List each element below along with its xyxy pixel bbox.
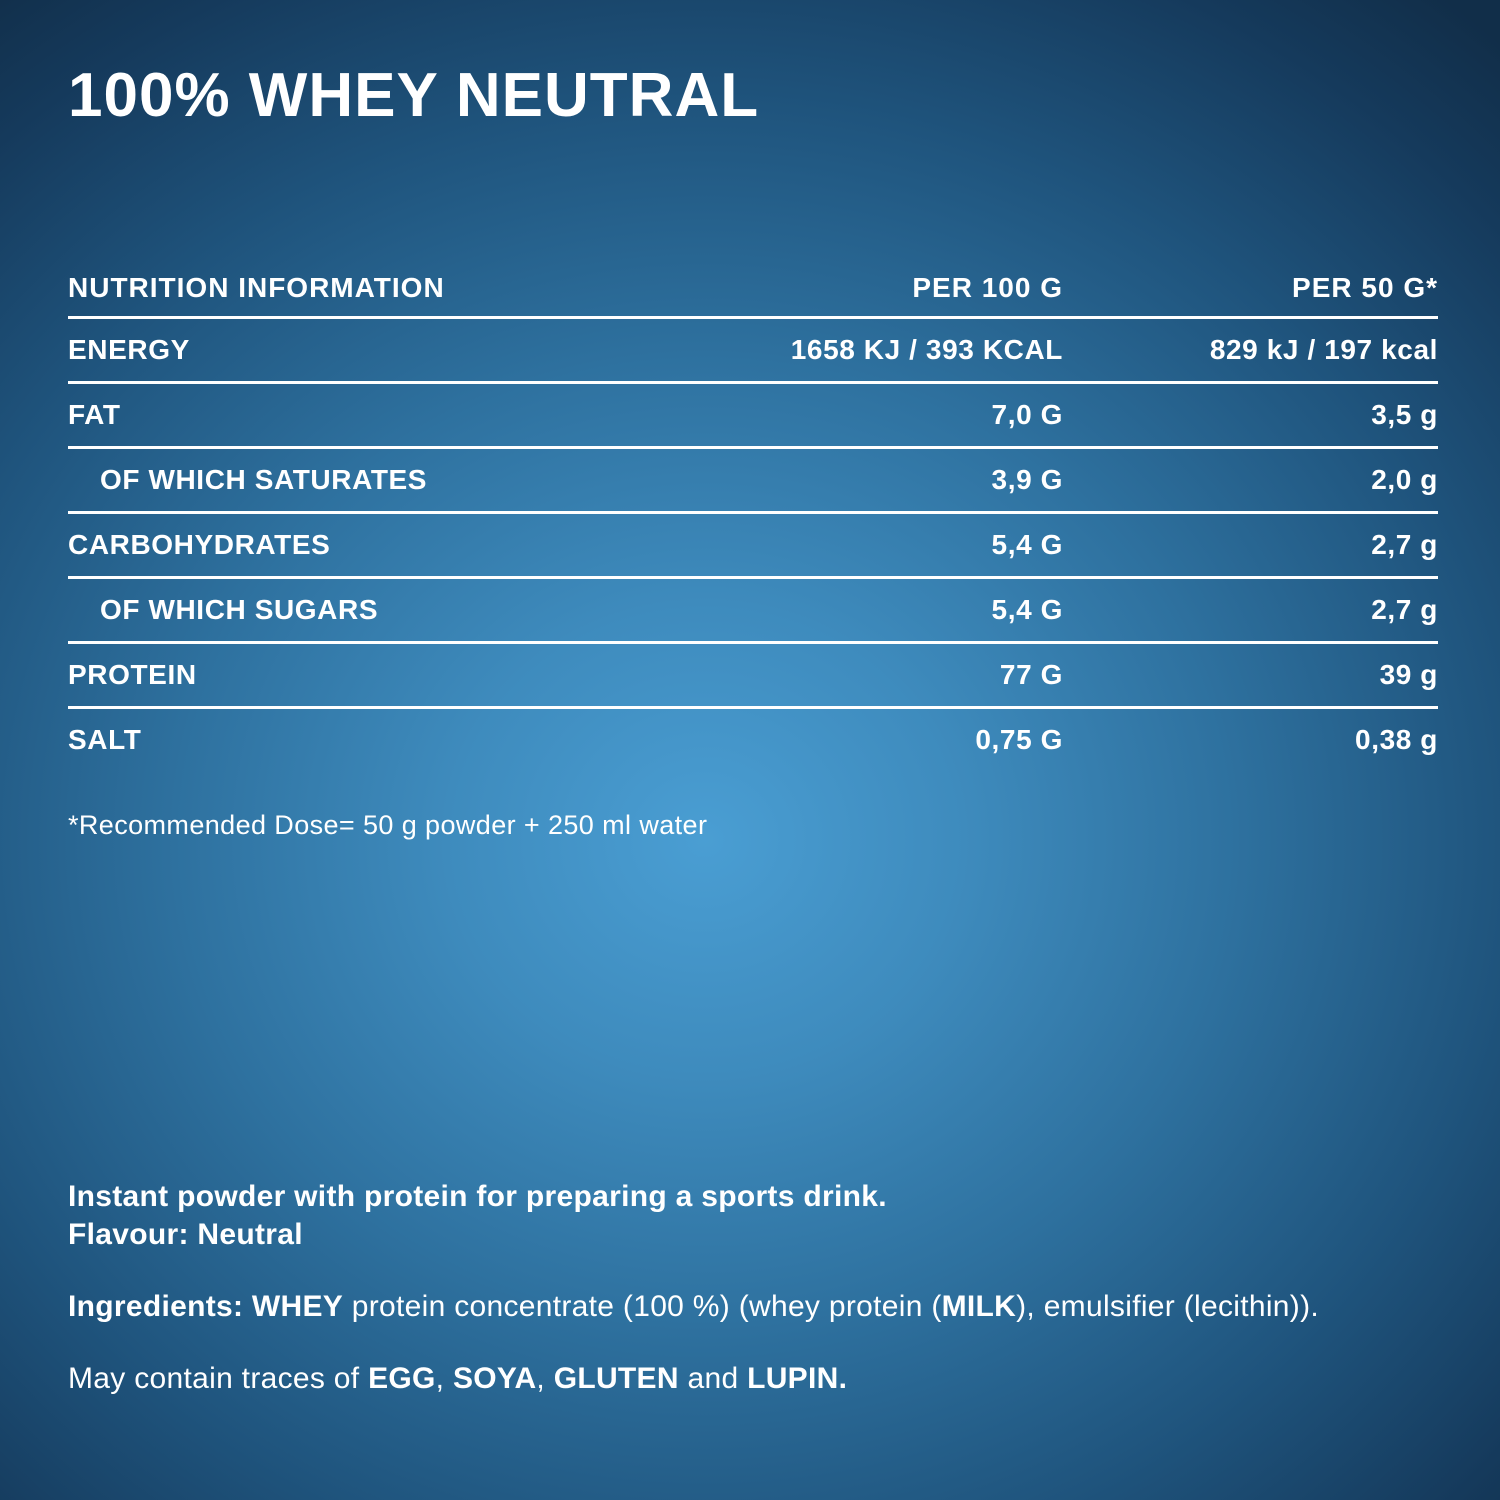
per-50g-value: 2,7 g	[1371, 529, 1438, 560]
per-50g-value: 2,0 g	[1371, 464, 1438, 495]
table-row: CARBOHYDRATES 5,4 G 2,7 g	[68, 514, 1438, 579]
allergen-paragraph: May contain traces of EGG, SOYA, GLUTEN …	[68, 1360, 1443, 1398]
nutrition-table: NUTRITION INFORMATION PER 100 G PER 50 G…	[68, 260, 1438, 771]
dose-footnote: *Recommended Dose= 50 g powder + 250 ml …	[68, 810, 708, 840]
regular-text: and	[678, 1362, 748, 1395]
per-50g-value: 2,7 g	[1371, 594, 1438, 625]
table-row: FAT 7,0 G 3,5 g	[68, 384, 1438, 449]
description-line-2: Flavour: Neutral	[68, 1218, 303, 1251]
nutrition-table-body: ENERGY 1658 KJ / 393 KCAL 829 kJ / 197 kca…	[68, 319, 1438, 771]
per-100g-value: 5,4 G	[991, 594, 1063, 625]
product-description-block: Instant powder with protein for preparin…	[68, 1178, 1443, 1432]
emphasized-text: GLUTEN	[553, 1362, 679, 1395]
header-nutrition-information: NUTRITION INFORMATION	[68, 272, 445, 303]
header-per-50g: PER 50 G*	[1292, 272, 1438, 303]
product-title: 100% WHEY NEUTRAL	[68, 61, 760, 130]
ingredients-paragraph: Ingredients: WHEY protein concentrate (1…	[68, 1288, 1443, 1326]
emphasized-text: Ingredients: WHEY	[68, 1290, 344, 1323]
description-line-1: Instant powder with protein for preparin…	[68, 1180, 887, 1213]
table-row: SALT 0,75 G 0,38 g	[68, 709, 1438, 771]
per-100g-value: 5,4 G	[991, 529, 1063, 560]
nutrient-label: SALT	[68, 724, 142, 755]
nutrient-label: ENERGY	[68, 334, 190, 365]
regular-text: ,	[435, 1362, 453, 1395]
per-50g-value: 3,5 g	[1371, 399, 1438, 430]
header-per-100g: PER 100 G	[912, 272, 1063, 303]
table-row: OF WHICH SUGARS 5,4 G 2,7 g	[68, 579, 1438, 644]
emphasized-text: .	[838, 1362, 848, 1395]
regular-text: May contain traces of	[68, 1362, 369, 1395]
emphasized-text: MILK	[941, 1290, 1017, 1323]
table-row: OF WHICH SATURATES 3,9 G 2,0 g	[68, 449, 1438, 514]
per-50g-value: 39 g	[1379, 659, 1438, 690]
nutrient-label: CARBOHYDRATES	[68, 529, 331, 560]
per-100g-value: 1658 KJ / 393 KCAL	[790, 334, 1063, 365]
per-100g-value: 77 G	[999, 659, 1063, 690]
product-description: Instant powder with protein for preparin…	[68, 1178, 1443, 1254]
nutrition-table-header: NUTRITION INFORMATION PER 100 G PER 50 G…	[68, 260, 1438, 319]
nutrient-label: OF WHICH SATURATES	[100, 464, 428, 495]
regular-text: protein concentrate (100 %) (whey protei…	[343, 1290, 942, 1323]
per-100g-value: 0,75 G	[975, 724, 1063, 755]
per-100g-value: 3,9 G	[991, 464, 1063, 495]
per-100g-value: 7,0 G	[991, 399, 1063, 430]
table-row: ENERGY 1658 KJ / 393 KCAL 829 kJ / 197 kca…	[68, 319, 1438, 384]
table-row: PROTEIN 77 G 39 g	[68, 644, 1438, 709]
per-50g-value: 0,38 g	[1355, 724, 1438, 755]
emphasized-text: LUPIN	[747, 1362, 839, 1395]
nutrient-label: OF WHICH SUGARS	[100, 594, 379, 625]
emphasized-text: EGG	[368, 1362, 436, 1395]
regular-text: ), emulsifier (lecithin)).	[1016, 1290, 1319, 1323]
emphasized-text: SOYA	[452, 1362, 537, 1395]
per-50g-value: 829 kJ / 197 kcal	[1209, 334, 1438, 365]
nutrient-label: PROTEIN	[68, 659, 197, 690]
regular-text: ,	[536, 1362, 554, 1395]
nutrient-label: FAT	[68, 399, 121, 430]
